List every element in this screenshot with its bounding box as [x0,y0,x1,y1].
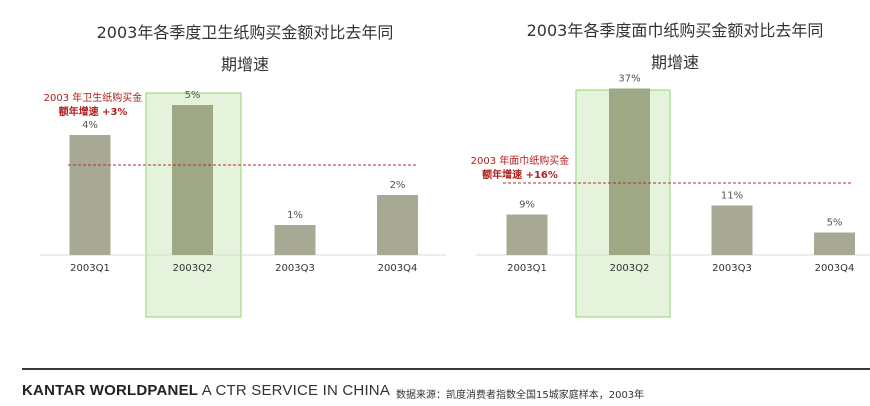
chart-1-tick-label-2003Q3: 2003Q3 [275,263,315,274]
chart-1-bar-2003Q4 [377,195,418,255]
footer-divider [22,368,870,370]
chart-1-tick-label-2003Q1: 2003Q1 [70,263,110,274]
chart-2-value-label-2003Q4: 5% [827,218,843,229]
chart-1-value-label-2003Q2: 5% [185,90,201,101]
brand-name: KANTAR WORLDPANEL [22,382,199,399]
chart-2-bar-2003Q2 [609,88,650,255]
data-source-note: 数据来源：凯度消费者指数全国15城家庭样本，2003年 [396,390,645,401]
chart-2-value-label-2003Q2: 37% [618,74,640,85]
chart-2-title-line-1: 2003年各季度面巾纸购买金额对比去年同 [526,21,824,40]
chart-1-value-label-2003Q3: 1% [287,210,303,221]
chart-2-tick-label-2003Q2: 2003Q2 [610,263,650,274]
chart-1-tick-label-2003Q4: 2003Q4 [378,263,418,274]
chart-1-value-label-2003Q1: 4% [82,120,98,131]
chart-2-reference-label-line-1: 2003 年面巾纸购买金 [471,154,570,167]
chart-1-title: 2003年各季度卫生纸购买金额对比去年同 期增速 [40,17,450,81]
chart-2-tick-label-2003Q1: 2003Q1 [507,263,547,274]
kantar-brand: KANTAR WORLDPANEL A CTR SERVICE IN CHINA [22,382,390,399]
chart-1-tick-label-2003Q2: 2003Q2 [173,263,213,274]
chart-1-value-label-2003Q4: 2% [390,180,406,191]
chart-1-title-line-2: 期增速 [220,55,269,74]
chart-2-reference-label-line-2: 额年增速 +16% [482,168,558,181]
chart-2-bar-2003Q1 [506,214,548,255]
chart-2-bar-2003Q3 [711,205,753,255]
chart-1-bar-2003Q3 [274,225,316,255]
chart-2-value-label-2003Q1: 9% [519,200,535,211]
chart-1-reference-label-line-2: 额年增速 +3% [59,105,128,118]
chart-2-title: 2003年各季度面巾纸购买金额对比去年同 期增速 [470,15,870,79]
chart-2-tick-label-2003Q3: 2003Q3 [712,263,752,274]
chart-2-title-line-2: 期增速 [650,53,699,72]
chart-2-bar-2003Q4 [814,232,855,255]
chart-1-title-line-1: 2003年各季度卫生纸购买金额对比去年同 [96,23,394,42]
chart-1-reference-label-line-1: 2003 年卫生纸购买金 [44,91,143,104]
chart-1-bar-2003Q1 [69,135,111,255]
brand-tagline: A CTR SERVICE IN CHINA [201,382,391,399]
chart-2-value-label-2003Q3: 11% [721,191,743,202]
chart-1-bar-2003Q2 [172,105,213,255]
chart-2-tick-label-2003Q4: 2003Q4 [815,263,855,274]
